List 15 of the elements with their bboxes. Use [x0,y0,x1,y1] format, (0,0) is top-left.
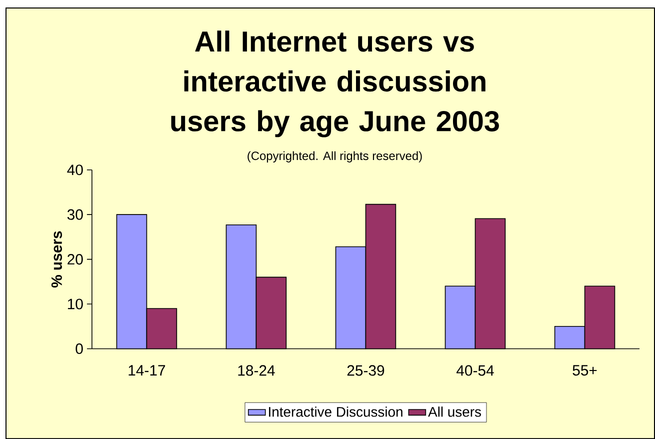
y-tick-label: 0 [76,343,83,354]
y-tick-label: 30 [67,209,83,220]
y-tick-label: 40 [67,164,83,176]
x-tick-label: 14-17 [128,365,166,376]
x-tick-label: 25-39 [347,365,384,376]
legend-label: Interactive Discussion [269,406,402,417]
y-axis-title: % users [51,231,62,288]
y-tick-label: 10 [68,298,83,310]
chart-subtitle: (Copyrighted. All rights reserved) [248,151,422,162]
chart-title: All Internet users vs interactive discussion users by age June 2003 [171,30,499,138]
x-tick-label: 55+ [572,365,597,376]
x-tick-label: 40-54 [456,365,494,376]
y-tick-label: 20 [68,254,83,264]
legend-label: All users [428,406,481,417]
x-tick-label: 18-24 [238,365,275,376]
